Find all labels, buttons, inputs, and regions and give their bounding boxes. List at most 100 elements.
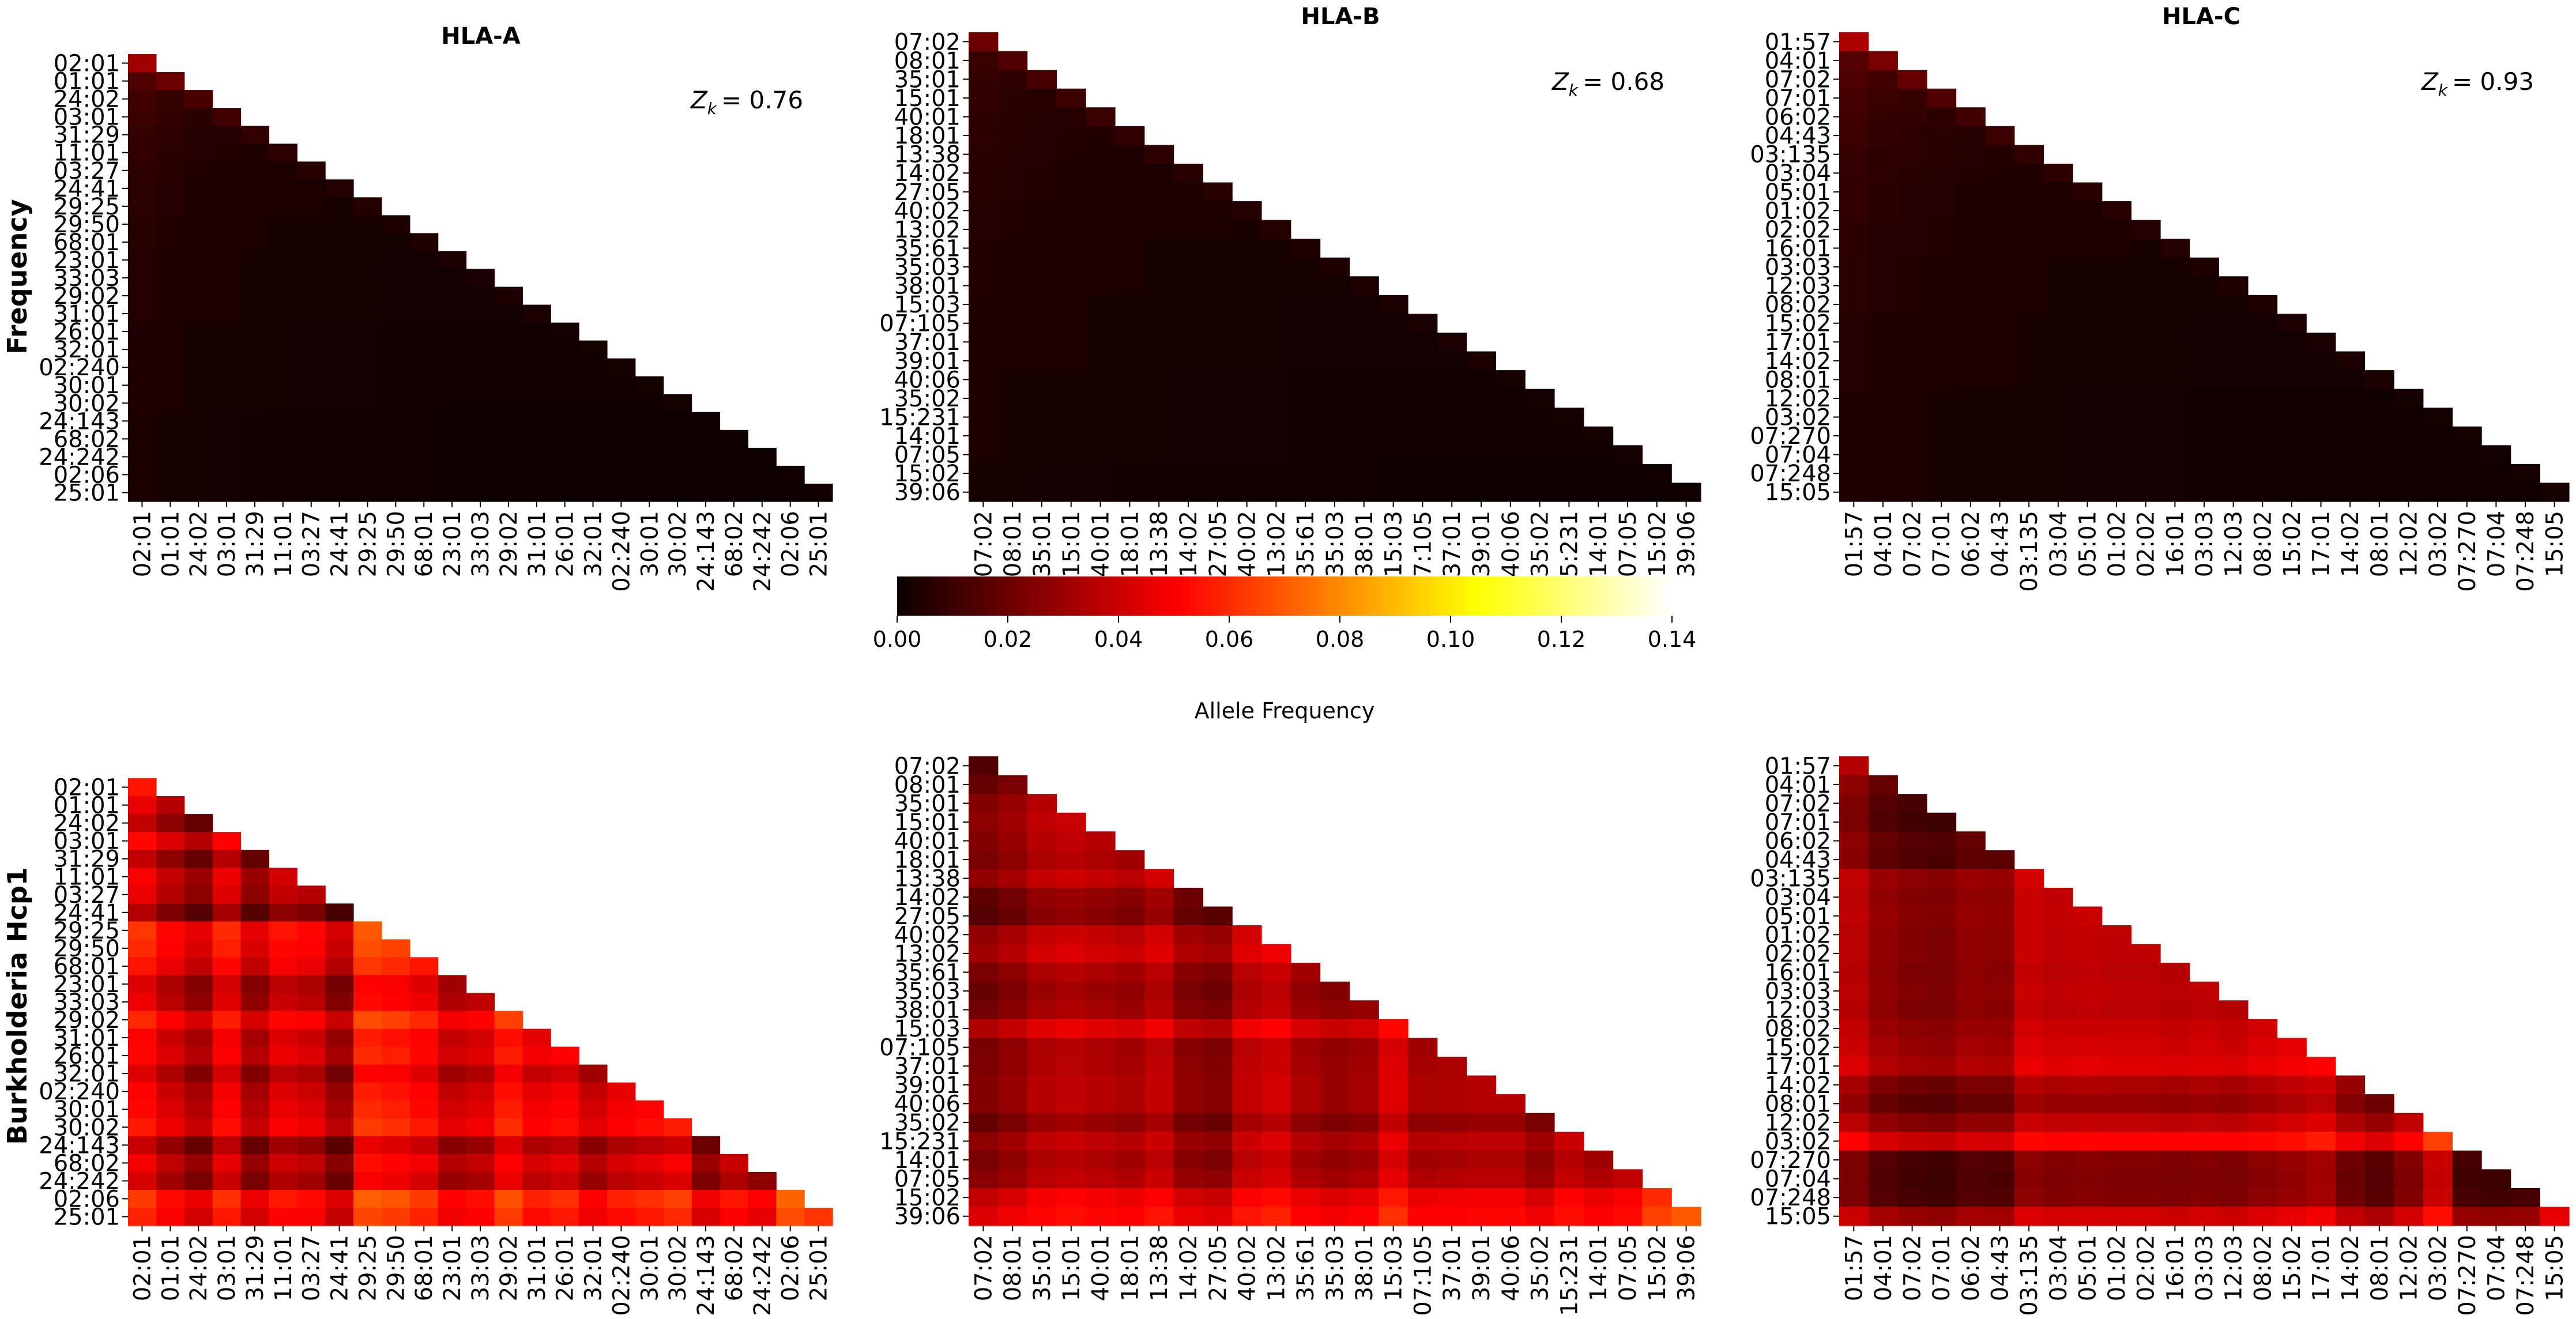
heatmap-cell <box>466 1100 495 1119</box>
y-tick-label: 17:01 <box>1765 329 1831 356</box>
heatmap-cell <box>2247 389 2278 408</box>
x-tick-label: 29:25 <box>355 1235 382 1301</box>
heatmap-cell <box>1926 276 1957 296</box>
heatmap-cell <box>184 1136 213 1155</box>
heatmap-cell <box>1868 925 1898 945</box>
heatmap-cell <box>1232 963 1262 982</box>
heatmap-cell <box>212 903 242 922</box>
x-tick-label: 07:02 <box>970 511 997 577</box>
heatmap-cell <box>1027 812 1057 832</box>
heatmap-cell <box>1839 1094 1869 1114</box>
heatmap-cell <box>1086 1132 1116 1151</box>
heatmap-cell <box>353 447 382 466</box>
heatmap-cell <box>1056 126 1086 145</box>
heatmap-cell <box>1056 1056 1086 1076</box>
heatmap-cell <box>1926 887 1957 907</box>
x-tick-label: 25:01 <box>806 511 833 577</box>
x-tick-label: 08:01 <box>2367 511 2393 577</box>
x-tick-label: 01:02 <box>2104 511 2130 577</box>
x-tick-label: 06:02 <box>1958 511 1984 577</box>
heatmap-cell <box>2102 257 2131 277</box>
heatmap-cell <box>1897 981 1927 1001</box>
heatmap-cell <box>551 1064 579 1083</box>
heatmap-cell <box>1261 963 1291 982</box>
heatmap-cell <box>409 1100 439 1119</box>
heatmap-cell <box>1839 1188 1869 1208</box>
colorbar-tick-label: 0.00 <box>873 627 922 652</box>
heatmap-cell <box>2247 1188 2278 1208</box>
heatmap-cell <box>212 376 242 395</box>
heatmap-cell <box>997 1056 1028 1076</box>
heatmap-cell <box>1985 906 2015 926</box>
heatmap-cell <box>1379 389 1408 408</box>
heatmap-cell <box>1408 1132 1438 1151</box>
heatmap-cell <box>2364 483 2394 502</box>
heatmap-cell <box>1056 370 1086 390</box>
heatmap-cell <box>1839 163 1869 183</box>
heatmap-cell <box>1261 332 1291 352</box>
heatmap-cell <box>1868 1056 1898 1076</box>
x-tick-label: 13:38 <box>1146 511 1173 577</box>
heatmap-cell <box>184 868 213 886</box>
heatmap-cell <box>1985 1094 2015 1114</box>
x-tick-label: 25:01 <box>806 1235 833 1301</box>
heatmap-cell <box>1897 426 1927 446</box>
heatmap-cell <box>1868 239 1898 258</box>
heatmap-cell <box>2189 1056 2219 1076</box>
y-tick-label: 29:25 <box>54 918 120 944</box>
heatmap-cell <box>1379 351 1408 371</box>
y-tick-label: 27:05 <box>894 179 961 206</box>
heatmap-cell <box>1926 831 1957 851</box>
heatmap-cell <box>522 376 551 395</box>
heatmap-cell <box>1408 1188 1438 1208</box>
heatmap-cell <box>1320 332 1350 352</box>
heatmap-cell <box>1027 981 1057 1001</box>
heatmap-cell <box>494 1189 523 1208</box>
heatmap-cell <box>522 1171 551 1190</box>
heatmap-cell <box>1437 351 1467 371</box>
y-tick-label: 03:03 <box>1765 978 1831 1005</box>
heatmap-cell <box>635 1100 664 1119</box>
zk-annotation-hla-c: Zk = 0.93 <box>2421 67 2534 100</box>
heatmap-cell <box>325 483 354 502</box>
heatmap-cell <box>1115 370 1145 390</box>
heatmap-cell <box>1261 1038 1291 1057</box>
heatmap-cell <box>1173 1132 1203 1151</box>
heatmap-cell <box>1290 1132 1321 1151</box>
heatmap-cell <box>2043 445 2073 465</box>
heatmap-cell <box>297 1171 326 1190</box>
x-tick-label: 12:02 <box>2396 511 2423 577</box>
heatmap-cell <box>1173 1207 1203 1226</box>
heatmap-cell <box>128 72 157 91</box>
heatmap-cell <box>381 483 410 502</box>
heatmap-cell <box>2160 981 2190 1001</box>
heatmap-cell <box>240 412 269 431</box>
heatmap-cell <box>2073 981 2103 1001</box>
heatmap-cell <box>1056 463 1086 484</box>
heatmap-cell <box>1115 925 1145 945</box>
x-tick-label: 03:03 <box>2191 511 2218 577</box>
y-tick-label: 07:02 <box>894 753 961 779</box>
colorbar-ticks: 0.00 0.02 0.04 0.06 0.08 0.10 0.12 0.14 <box>873 616 1696 652</box>
heatmap-cell <box>551 376 579 395</box>
heatmap-cell <box>1839 88 1869 108</box>
heatmap-cell <box>522 465 551 484</box>
x-tick-label: 07:105 <box>1410 1235 1436 1316</box>
heatmap-cell <box>1320 1019 1350 1038</box>
heatmap-cell <box>269 322 297 341</box>
heatmap-cell <box>1926 1075 1957 1095</box>
heatmap-cell <box>1086 1075 1116 1095</box>
heatmap-cell <box>551 447 579 466</box>
y-tick-label: 15:231 <box>879 1128 961 1155</box>
heatmap-cell <box>969 812 999 832</box>
heatmap-cell <box>1897 831 1927 851</box>
heatmap-cell <box>494 287 523 306</box>
heatmap-cell <box>1086 295 1116 314</box>
y-tick-label: 08:01 <box>1765 1091 1831 1117</box>
heatmap-cell <box>2423 445 2453 465</box>
heatmap-cell <box>1115 163 1145 183</box>
heatmap-cell <box>1926 869 1957 888</box>
heatmap-cell <box>1583 463 1614 484</box>
heatmap-cell <box>1027 1000 1057 1020</box>
heatmap-cell <box>156 939 185 958</box>
